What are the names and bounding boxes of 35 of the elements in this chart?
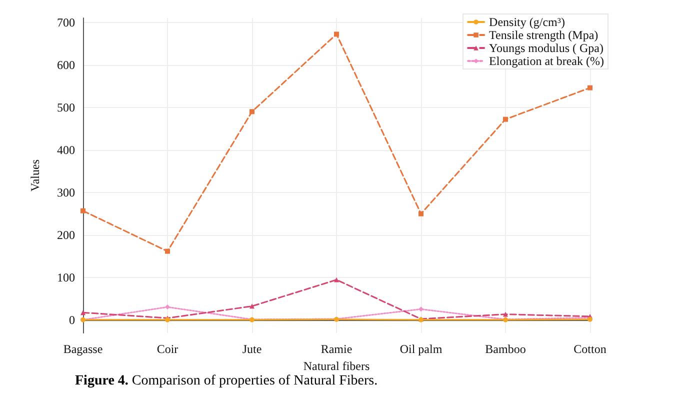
point	[503, 312, 508, 317]
point	[165, 248, 170, 254]
x-tick-label: Jute	[242, 342, 262, 356]
y-tick-label: 600	[57, 58, 75, 72]
y-tick-label: 400	[57, 142, 75, 157]
point	[80, 310, 86, 316]
point	[334, 277, 339, 282]
y-tick-label: 500	[57, 100, 75, 114]
legend-label: Tensile strength (Mpa)	[489, 28, 598, 42]
point	[250, 109, 254, 114]
point	[80, 208, 86, 214]
point	[250, 304, 254, 309]
point	[588, 85, 592, 90]
point	[503, 116, 508, 122]
point	[418, 211, 424, 216]
legend-label: Youngs modulus ( Gpa)	[489, 41, 604, 55]
point	[334, 32, 339, 37]
x-axis-title: Natural fibers	[303, 358, 370, 373]
y-tick-label: 700	[57, 15, 75, 30]
y-axis-title: Values	[28, 159, 42, 192]
point	[418, 306, 424, 312]
y-tick-label: 200	[57, 228, 75, 242]
x-tick-label: Bagasse	[63, 342, 103, 356]
legend-label: Density (g/cm³)	[489, 15, 565, 29]
x-tick-label: Oil palm	[400, 342, 443, 356]
x-tick-label: Coir	[156, 342, 178, 356]
point	[165, 304, 170, 310]
x-tick-label: Cotton	[574, 342, 606, 356]
legend-label: Elongation at break (%)	[489, 54, 604, 68]
y-tick-label: 100	[57, 270, 75, 285]
x-tick-label: Ramie	[320, 342, 352, 356]
y-tick-label: 0	[69, 313, 75, 328]
x-tick-label: Bamboo	[485, 342, 526, 356]
y-tick-label: 300	[57, 186, 75, 200]
caption: Figure 4. Comparison of properties of Natural Fibers.	[75, 374, 378, 388]
